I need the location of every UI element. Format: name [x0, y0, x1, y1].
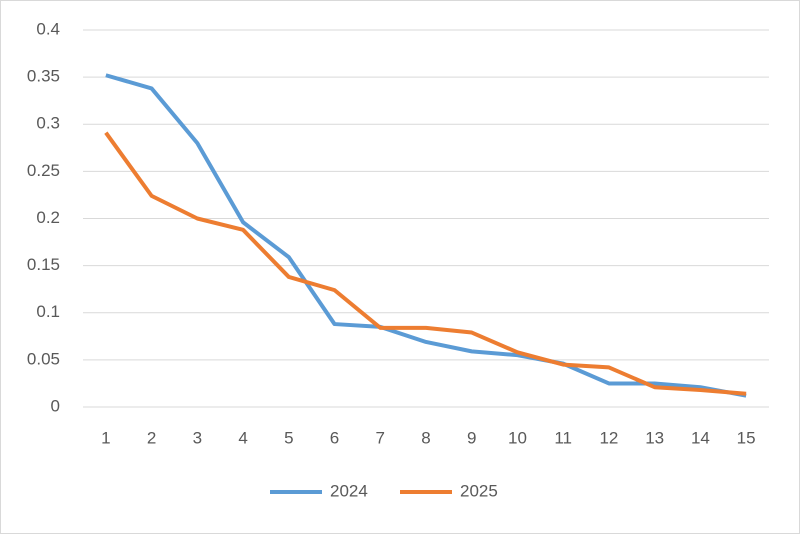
x-tick-label: 15 [737, 428, 756, 447]
y-tick-label: 0.1 [36, 302, 60, 321]
x-tick-label: 4 [238, 428, 247, 447]
y-tick-label: 0.35 [27, 67, 60, 86]
x-tick-label: 1 [101, 428, 110, 447]
x-tick-label: 14 [691, 428, 710, 447]
x-tick-label: 2 [147, 428, 156, 447]
legend-label: 2024 [330, 481, 368, 500]
x-tick-label: 8 [421, 428, 430, 447]
legend-label: 2025 [460, 481, 498, 500]
y-tick-label: 0.3 [36, 114, 60, 133]
series-line [104, 131, 747, 396]
x-tick-label: 13 [645, 428, 664, 447]
x-tick-label: 9 [467, 428, 476, 447]
x-tick-label: 6 [330, 428, 339, 447]
y-tick-label: 0.15 [27, 255, 60, 274]
y-tick-label: 0.25 [27, 161, 60, 180]
y-tick-label: 0.05 [27, 349, 60, 368]
x-tick-label: 7 [376, 428, 385, 447]
series-line [105, 73, 747, 398]
x-tick-label: 10 [508, 428, 527, 447]
x-tick-label: 11 [554, 428, 572, 447]
y-tick-label: 0 [51, 396, 60, 415]
x-tick-label: 5 [284, 428, 293, 447]
y-tick-label: 0.4 [36, 19, 60, 38]
x-tick-label: 3 [193, 428, 202, 447]
x-tick-label: 12 [599, 428, 618, 447]
y-tick-label: 0.2 [36, 208, 60, 227]
